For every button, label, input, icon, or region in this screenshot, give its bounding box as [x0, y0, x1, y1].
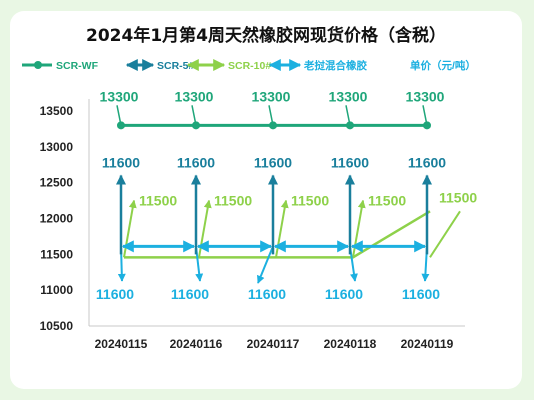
data-label-scr-10: 11500	[368, 193, 406, 209]
data-label-scr-5: 11600	[331, 155, 369, 171]
data-label-scr-wf: 13300	[252, 88, 291, 104]
y-tick-label: 13000	[40, 140, 74, 154]
callout-arrow-scr-10	[123, 199, 137, 258]
data-label-scr-wf: 13300	[175, 88, 214, 104]
x-tick-label: 20240118	[324, 337, 377, 351]
data-label-scr-10: 11500	[139, 193, 177, 209]
callout-arrow-scr-10	[275, 199, 289, 258]
chart-title: 2024年1月第4周天然橡胶网现货价格（含税）	[86, 25, 446, 46]
chart-canvas: 2024年1月第4周天然橡胶网现货价格（含税） SCR-WF SCR-5# SCR-…	[22, 25, 477, 351]
data-label-scr-10: 11500	[214, 193, 252, 209]
callout-arrow-scr-10	[198, 199, 212, 258]
data-label-scr-5: 11600	[177, 155, 215, 171]
y-axis: 10500 11000 11500 12000 12500 13000 13500	[40, 99, 90, 333]
leader-line-scr-wf	[268, 105, 274, 126]
leader-line-scr-wf	[422, 105, 428, 126]
leader-line-scr-wf	[345, 105, 351, 126]
y-tick-label: 10500	[40, 319, 74, 333]
leader-line-scr-wf	[191, 105, 197, 126]
data-label-laos: 11600	[402, 286, 440, 302]
callout-arrow-scr-10	[429, 210, 461, 258]
data-point-scr-wf	[192, 121, 200, 130]
data-label-laos: 11600	[248, 286, 286, 302]
x-tick-label: 20240116	[170, 337, 223, 351]
legend-label: SCR-5#	[157, 60, 195, 72]
data-label-scr-wf: 13300	[406, 88, 445, 104]
data-label-scr-5: 11600	[408, 155, 446, 171]
x-tick-label: 20240117	[247, 337, 300, 351]
data-point-scr-wf	[269, 121, 277, 130]
leader-line-scr-wf	[116, 105, 122, 126]
data-label-laos: 11600	[96, 286, 134, 302]
plot-area: 13300 13300 13300 13300 13300 11500 11500 11500…	[96, 88, 477, 302]
callout-arrow-scr-10	[352, 199, 366, 258]
legend-label: SCR-10#	[228, 60, 271, 72]
data-point-scr-wf	[117, 121, 125, 130]
callout-arrow-laos	[257, 245, 274, 284]
data-point-scr-wf	[423, 121, 431, 130]
y-tick-label: 13500	[40, 104, 74, 118]
legend-swatch-marker	[34, 61, 42, 69]
data-label-scr-wf: 13300	[329, 88, 368, 104]
data-label-scr-5: 11600	[102, 155, 140, 171]
data-label-scr-5: 11600	[254, 155, 292, 171]
y-tick-label: 11000	[40, 283, 73, 297]
legend-unit-label: 单价（元/吨）	[410, 59, 476, 72]
y-tick-label: 11500	[40, 247, 73, 261]
y-tick-label: 12000	[40, 212, 74, 226]
data-label-laos: 11600	[325, 286, 363, 302]
legend-label: 老挝混合橡胶	[303, 59, 367, 72]
legend-label: SCR-WF	[56, 60, 99, 72]
data-label-scr-10: 11500	[439, 190, 477, 206]
data-label-scr-wf: 13300	[100, 88, 139, 104]
data-label-scr-10: 11500	[291, 193, 329, 209]
data-label-laos: 11600	[171, 286, 209, 302]
x-tick-label: 20240119	[401, 337, 454, 351]
legend: SCR-WF SCR-5# SCR-10# 老挝混合橡胶 单价（元/吨）	[22, 59, 476, 72]
x-tick-label: 20240115	[95, 337, 148, 351]
chart-card: 2024年1月第4周天然橡胶网现货价格（含税） SCR-WF SCR-5# SCR-…	[10, 11, 522, 389]
y-tick-label: 12500	[40, 176, 74, 190]
data-point-scr-wf	[346, 121, 354, 130]
x-axis: 20240115 20240116 20240117 20240118 20240119	[89, 325, 465, 351]
